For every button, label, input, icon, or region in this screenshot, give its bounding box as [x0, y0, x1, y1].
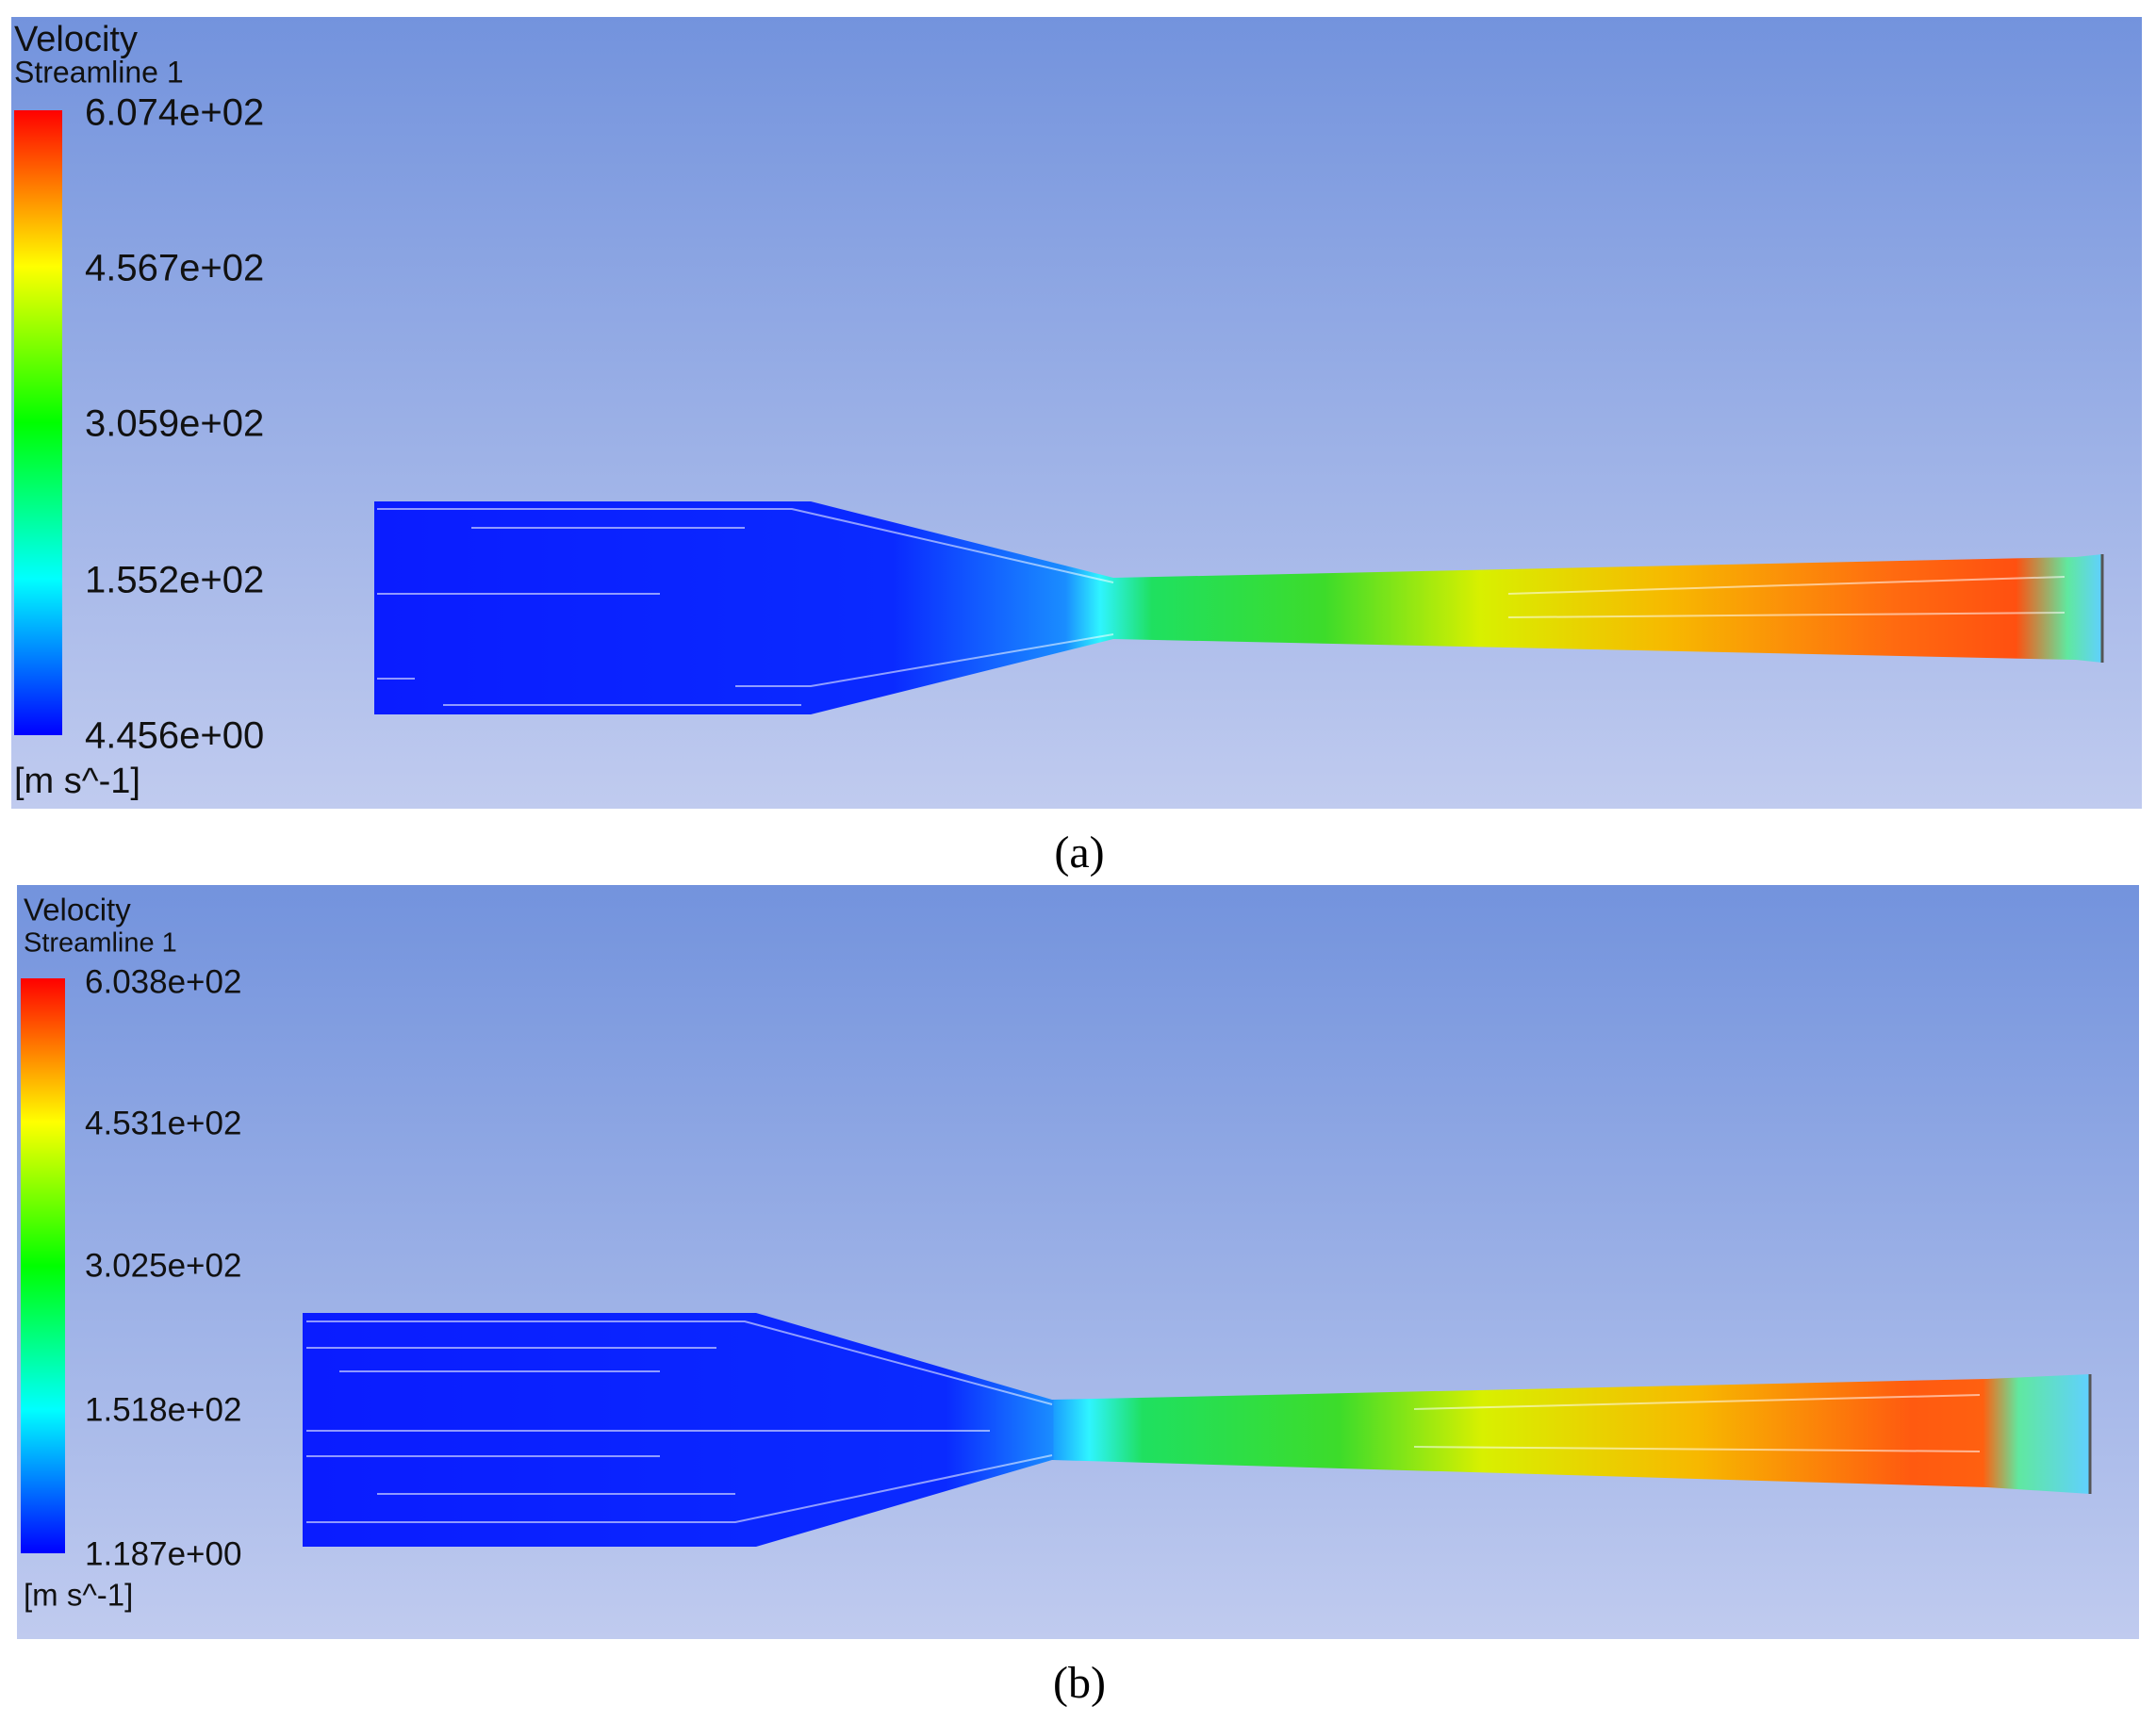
colorbar-label: 1.552e+02: [85, 560, 264, 601]
nozzle-streamlines: [303, 1313, 2090, 1547]
legend-title: Velocity: [24, 893, 131, 927]
colorbar-label: 3.059e+02: [85, 403, 264, 445]
legend-title: Velocity: [14, 20, 138, 59]
legend-variable: Streamline 1: [24, 928, 177, 959]
colorbar-label: 1.187e+00: [85, 1535, 241, 1572]
nozzle-streamlines: [374, 501, 2102, 714]
caption: (b): [1053, 1658, 1106, 1708]
colorbar-label: 4.567e+02: [85, 248, 264, 289]
colorbar-label: 4.531e+02: [85, 1105, 241, 1141]
colorbar: [21, 978, 65, 1553]
colorbar-unit: [m s^-1]: [14, 762, 140, 801]
colorbar-label: 6.074e+02: [85, 92, 264, 134]
colorbar-label: 4.456e+00: [85, 715, 264, 757]
colorbar-label: 6.038e+02: [85, 963, 241, 1000]
colorbar-label: 3.025e+02: [85, 1247, 241, 1284]
legend-variable: Streamline 1: [14, 55, 184, 89]
colorbar-label: 1.518e+02: [85, 1391, 241, 1428]
colorbar-unit: [m s^-1]: [24, 1578, 133, 1613]
viewport-background: [11, 17, 2142, 809]
colorbar: [14, 110, 62, 735]
streamline-highlights: [306, 1320, 1981, 1523]
caption: (a): [1054, 828, 1104, 877]
streamline-highlights: [377, 508, 2065, 706]
